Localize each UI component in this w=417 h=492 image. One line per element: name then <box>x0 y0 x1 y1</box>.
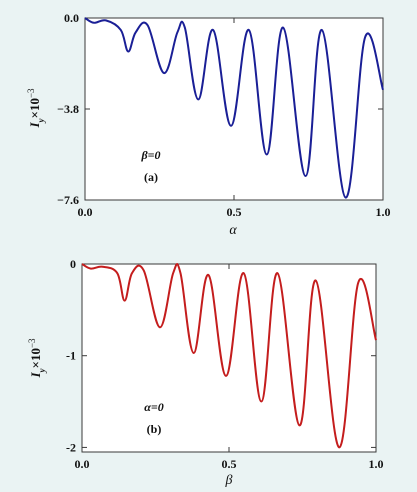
panel-a-y-tick-label: −3.8 <box>57 102 79 116</box>
panel-b-frame <box>81 263 377 453</box>
panel-a-x-axis-label: α <box>229 223 237 238</box>
panel-b-y-tick-label: -1 <box>66 349 76 363</box>
panel-a-annotation: β=0 <box>141 148 161 162</box>
panel-a-y-axis-label: Iy×10−3 <box>26 88 46 129</box>
panel-b-x-tick-label: 0.0 <box>75 457 90 471</box>
panel-a-x-tick-label: 1.0 <box>376 205 391 219</box>
panel-b-y-tick-label: 0 <box>70 257 76 271</box>
panel-a-y-tick-label: 0.0 <box>64 11 79 25</box>
panel-a: 0.0 0.5 1.0 0.0 −3.8 −7.6 β=0 (a) α Iy×10−3 <box>26 11 391 238</box>
panel-a-frame <box>84 17 384 201</box>
panel-a-x-tick-label: 0.0 <box>78 205 93 219</box>
panel-b-x-tick-label: 0.5 <box>222 457 237 471</box>
panel-a-x-ticks: 0.0 0.5 1.0 <box>78 18 391 219</box>
panel-b-y-tick-label: -2 <box>66 440 76 454</box>
panel-b-annotation: α=0 <box>144 400 163 414</box>
panel-b-x-tick-label: 1.0 <box>369 457 384 471</box>
panel-b-x-ticks: 0.0 0.5 1.0 <box>75 264 384 471</box>
panel-b-y-ticks: 0 -1 -2 <box>66 257 376 454</box>
panel-b-series-line <box>81 263 377 449</box>
panel-b-y-axis-label: Iy×10−3 <box>27 338 47 379</box>
panel-a-y-ticks: 0.0 −3.8 −7.6 <box>57 11 383 207</box>
panel-a-x-tick-label: 0.5 <box>227 205 242 219</box>
panel-b-x-axis-label: β <box>225 473 233 488</box>
panel-b-panel-label: (b) <box>147 422 162 436</box>
panel-a-panel-label: (a) <box>144 170 158 184</box>
panel-a-y-tick-label: −7.6 <box>57 193 79 207</box>
panel-a-series-line <box>84 17 384 199</box>
panel-b: 0.0 0.5 1.0 0 -1 -2 α=0 (b) β Iy×10−3 <box>27 257 384 488</box>
